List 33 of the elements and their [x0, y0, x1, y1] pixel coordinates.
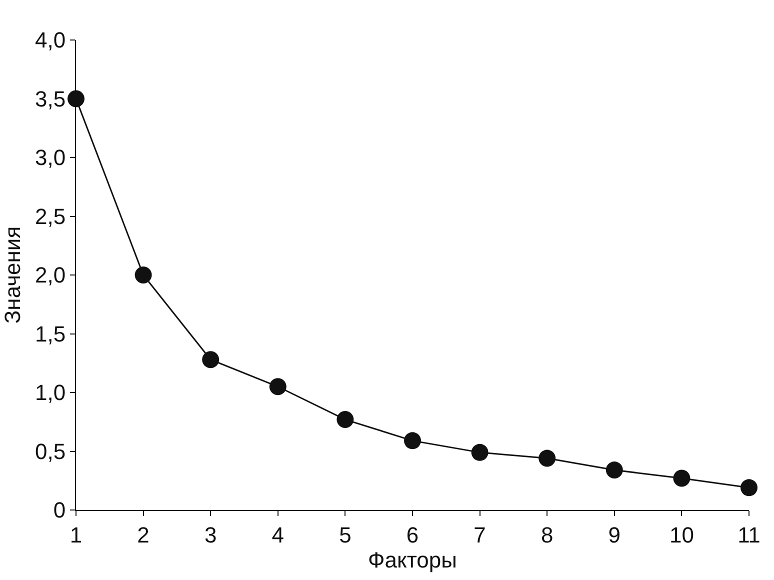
- point: [68, 90, 84, 108]
- x-tick-label: 10: [669, 522, 694, 548]
- point: [673, 470, 690, 487]
- x-tick-label: 5: [339, 522, 352, 548]
- y-tick-label: 2,0: [35, 262, 66, 288]
- x-tick-label: 1: [70, 522, 82, 548]
- x-tick-label: 3: [204, 522, 217, 548]
- y-axis-title: Значения: [0, 226, 25, 324]
- x-tick-label: 7: [474, 522, 486, 548]
- y-tick-label: 3,5: [35, 86, 66, 112]
- y-tick-label: 1,5: [35, 321, 66, 346]
- y-tick-label: 3,0: [35, 145, 66, 170]
- point: [404, 432, 421, 450]
- point: [740, 479, 758, 496]
- y-tick-label: 4,0: [35, 28, 66, 53]
- point: [538, 450, 556, 467]
- x-tick-label: 8: [540, 522, 554, 548]
- x-tick-label: 2: [137, 522, 150, 548]
- x-axis-title: Факторы: [368, 547, 457, 572]
- x-tick-label: 6: [406, 522, 419, 548]
- point: [471, 444, 488, 461]
- x-tick-label: 9: [608, 522, 621, 548]
- y-tick-label: 0,5: [35, 438, 66, 464]
- y-tick-label: 1,0: [35, 380, 66, 406]
- point: [269, 378, 286, 396]
- y-tick-label: 0: [53, 498, 66, 523]
- x-tick-label: 4: [272, 522, 284, 548]
- point: [606, 462, 623, 479]
- point: [202, 351, 220, 368]
- point: [134, 266, 152, 284]
- x-tick-label: 11: [738, 522, 760, 548]
- y-tick-label: 2,5: [35, 204, 66, 229]
- point: [336, 411, 354, 428]
